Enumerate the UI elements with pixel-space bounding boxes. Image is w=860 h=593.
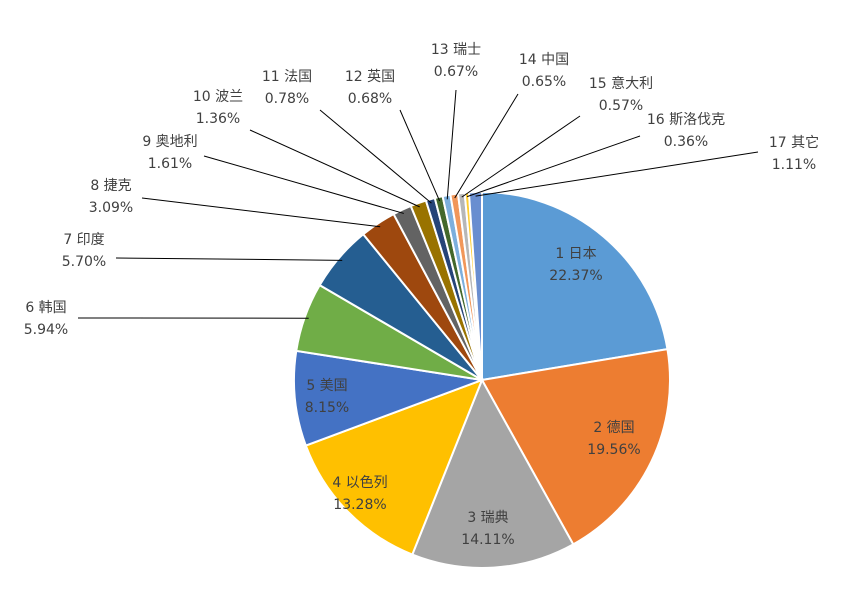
slice-label-2: 2 德国	[593, 420, 634, 436]
slice-label-10: 10 波兰	[193, 89, 243, 105]
slice-label-1: 1 日本	[555, 246, 596, 262]
slice-value-label-5: 8.15%	[305, 400, 349, 416]
slice-label-9: 9 奥地利	[142, 133, 197, 150]
slice-label-12: 12 英国	[345, 68, 395, 85]
slice-value-label-8: 3.09%	[89, 200, 133, 216]
leader-line-8	[142, 198, 380, 227]
slice-value-label-16: 0.36%	[664, 134, 708, 150]
slice-label-13: 13 瑞士	[431, 42, 481, 58]
leader-line-7	[116, 258, 342, 260]
slice-value-label-1: 22.37%	[549, 268, 602, 284]
slice-label-11: 11 法国	[262, 69, 312, 85]
slice-label-3: 3 瑞典	[467, 510, 508, 526]
slice-value-label-11: 0.78%	[265, 91, 309, 107]
slice-label-14: 14 中国	[519, 52, 569, 68]
leader-line-9	[204, 156, 404, 213]
slice-label-15: 15 意大利	[589, 75, 653, 92]
leader-line-10	[250, 130, 420, 207]
slice-value-label-7: 5.70%	[62, 254, 106, 270]
slice-value-label-2: 19.56%	[587, 442, 640, 458]
slice-value-label-6: 5.94%	[24, 322, 68, 338]
slice-value-label-4: 13.28%	[333, 497, 386, 513]
leader-line-13	[447, 90, 456, 199]
slice-label-7: 7 印度	[63, 232, 104, 248]
slice-label-6: 6 韩国	[25, 300, 66, 316]
pie-slice-1	[482, 192, 667, 380]
slice-value-label-10: 1.36%	[196, 111, 240, 127]
leader-line-12	[400, 110, 440, 201]
leader-line-16	[467, 136, 640, 197]
slice-value-label-3: 14.11%	[461, 532, 514, 548]
slice-label-4: 4 以色列	[332, 474, 387, 491]
leader-line-11	[320, 110, 431, 203]
slice-value-label-13: 0.67%	[434, 64, 478, 80]
slice-value-label-12: 0.68%	[348, 91, 392, 107]
slice-label-8: 8 捷克	[90, 178, 131, 194]
slice-value-label-15: 0.57%	[599, 98, 643, 114]
slice-label-5: 5 美国	[306, 378, 347, 394]
slice-label-17: 17 其它	[769, 134, 819, 151]
slice-value-label-14: 0.65%	[522, 74, 566, 90]
slice-value-label-17: 1.11%	[772, 157, 816, 173]
slice-value-label-9: 1.61%	[148, 156, 192, 172]
slice-label-16: 16 斯洛伐克	[647, 112, 725, 128]
